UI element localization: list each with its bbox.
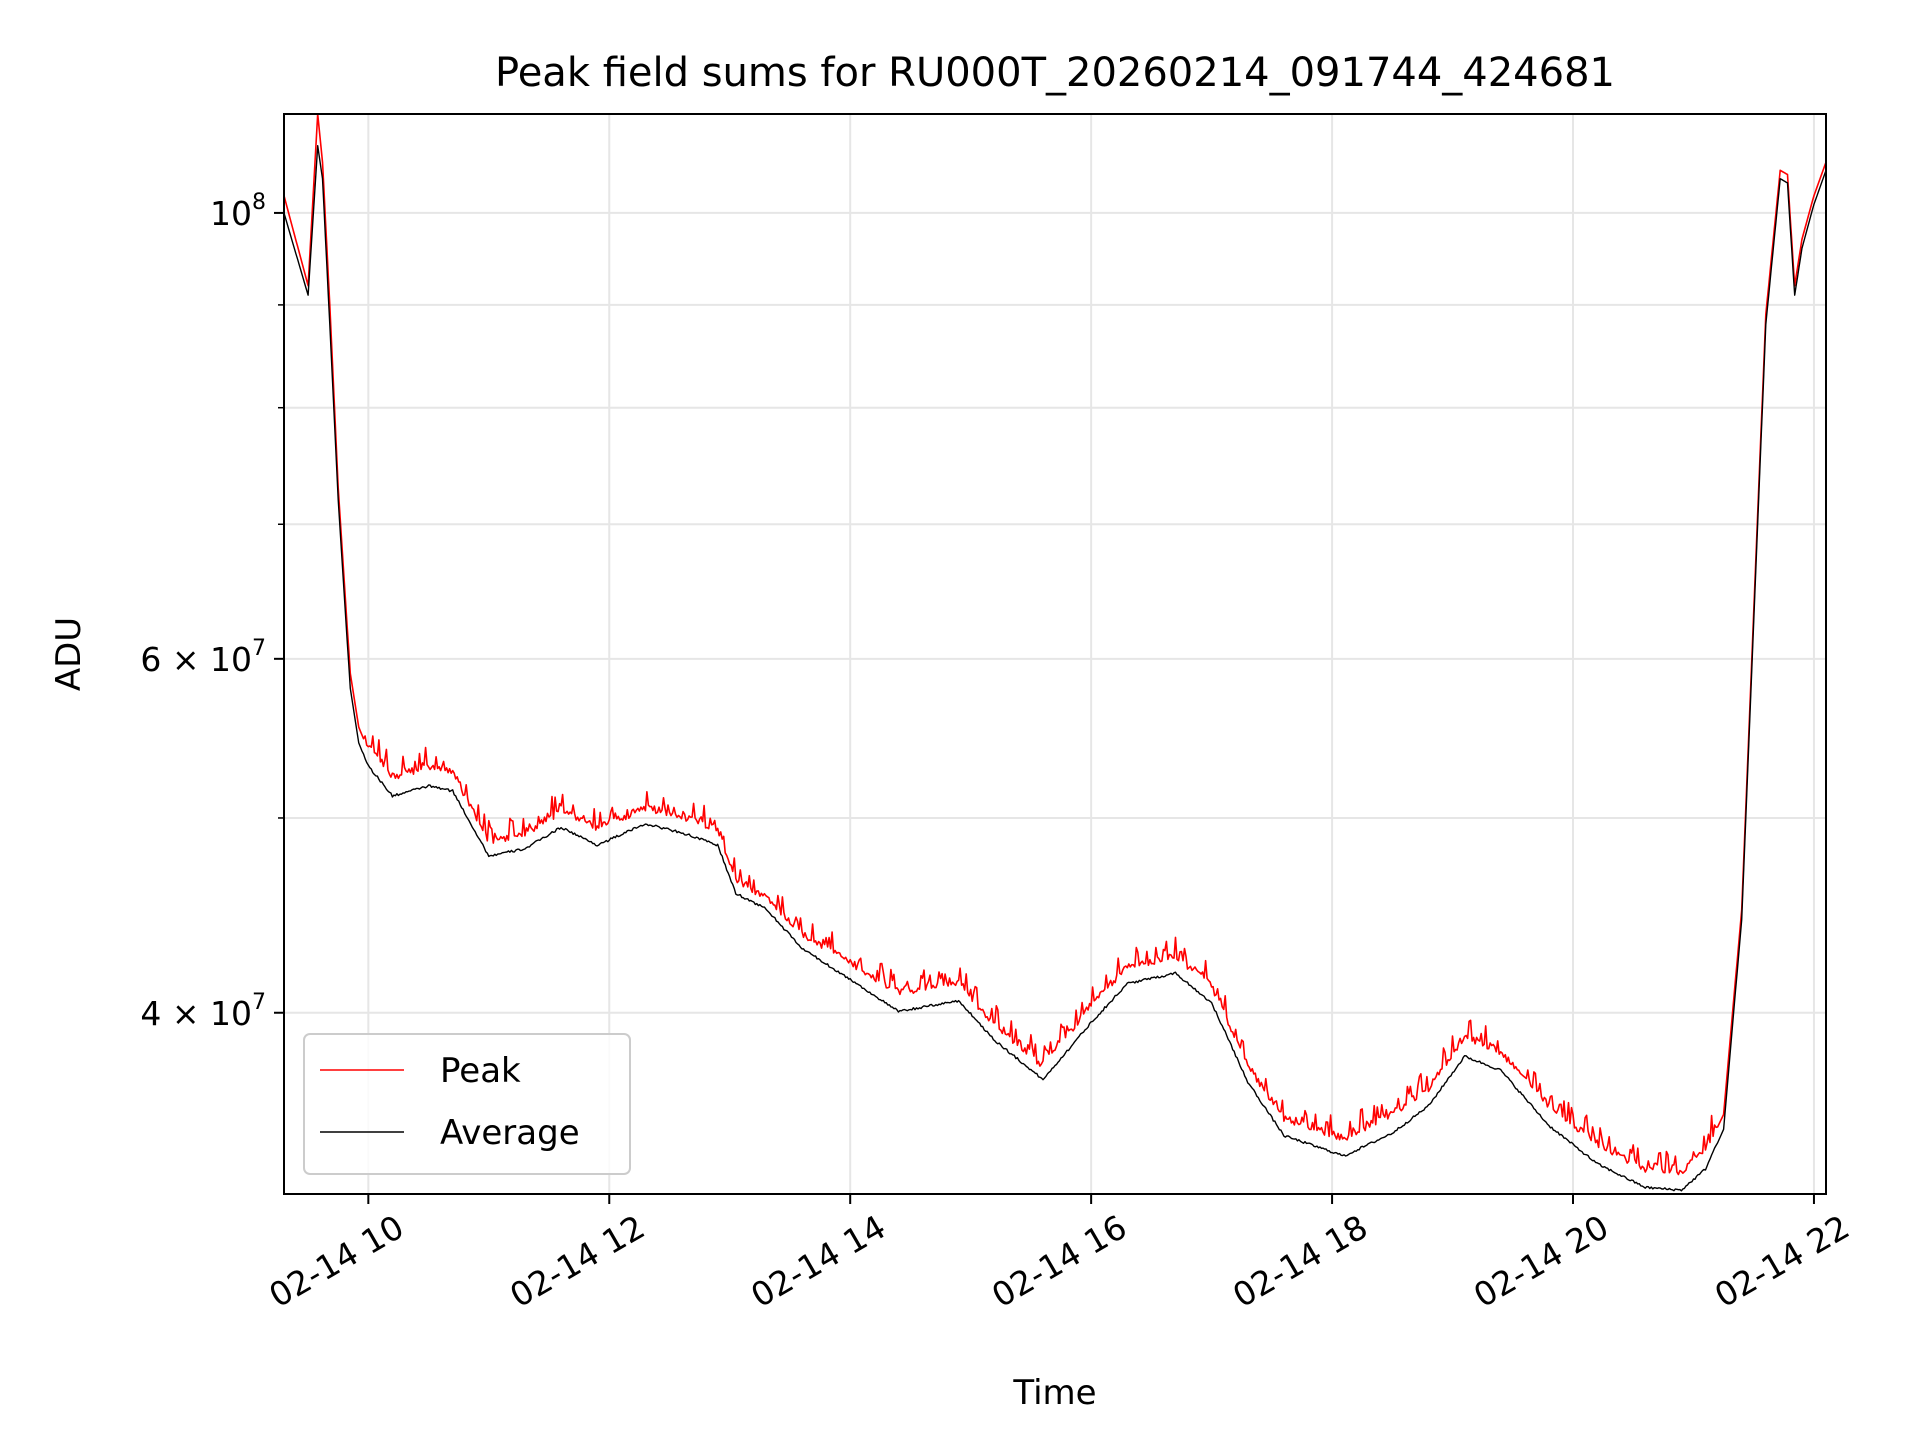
x-axis-label: Time (1012, 1373, 1096, 1413)
y-tick-label: 4 × 107 (140, 990, 266, 1033)
legend: Peak Average (303, 1033, 631, 1175)
series-line-average (284, 144, 1826, 1192)
legend-average-label: Average (440, 1113, 580, 1153)
plot-frame (283, 113, 1827, 1195)
y-tick-label: 108 (210, 190, 266, 233)
grid (284, 114, 1826, 1194)
y-axis-label: ADU (49, 617, 89, 691)
series-line-peak (284, 114, 1826, 1176)
legend-box (303, 1033, 631, 1175)
y-tick-label: 6 × 107 (140, 636, 266, 679)
chart-title: Peak field sums for RU000T_20260214_0917… (495, 50, 1615, 96)
legend-peak-label: Peak (440, 1051, 521, 1091)
series-layer (284, 114, 1826, 1192)
